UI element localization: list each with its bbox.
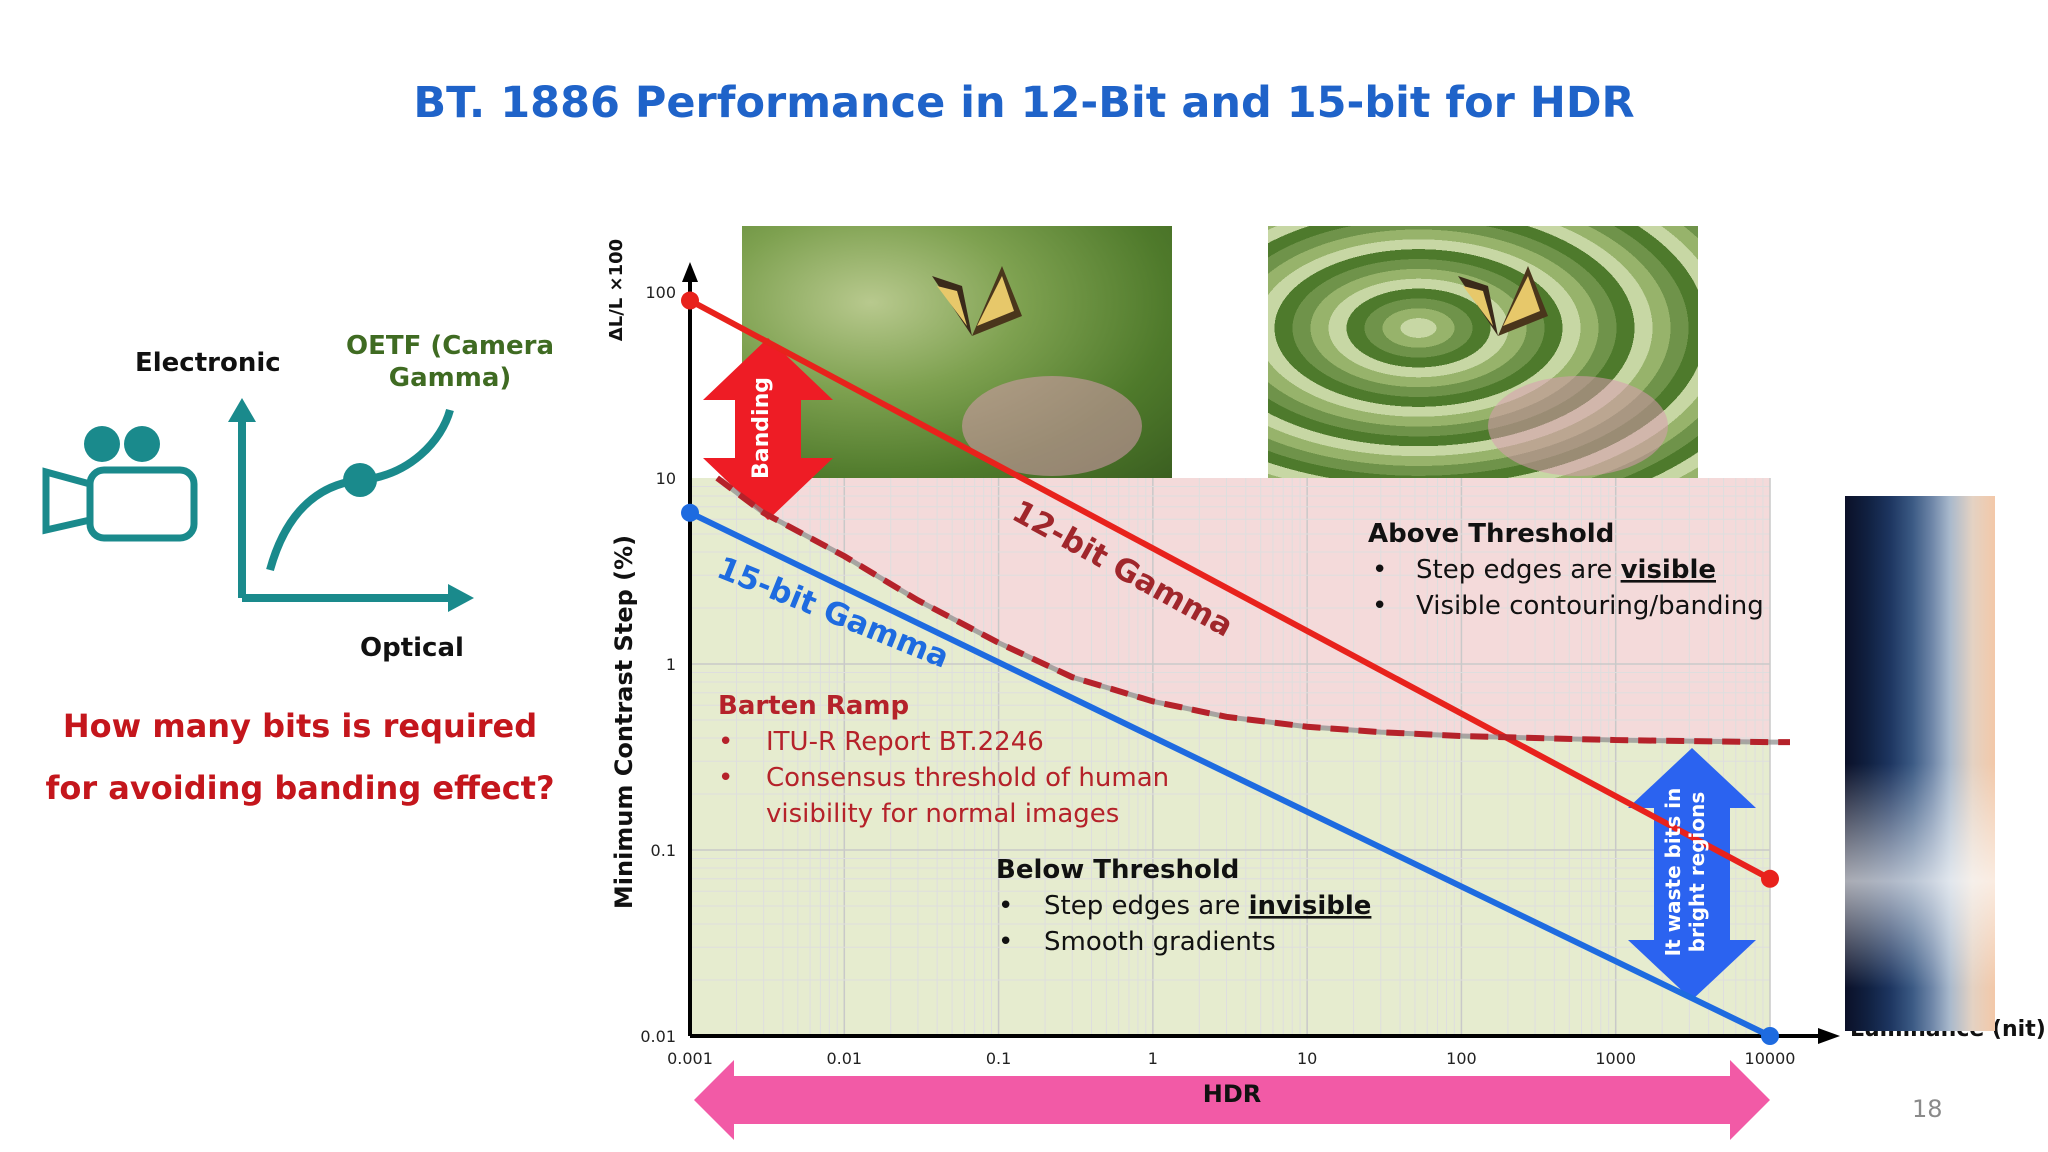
banding-arrow-shape	[703, 338, 833, 520]
y-axis-label: Minimum Contrast Step (%)	[610, 535, 638, 909]
banding-label: Banding	[749, 377, 774, 479]
oetf-diagram	[42, 398, 474, 612]
oetf-label: OETF (Camera Gamma)	[345, 331, 554, 393]
series-12bit-end-point	[1761, 869, 1779, 888]
above-bullet-2: Visible contouring/banding	[1416, 591, 1764, 621]
barten-bullet-2-line2: visibility for normal images	[766, 799, 1119, 829]
series-barten-line	[715, 475, 1790, 746]
butterfly-photo-banded	[1268, 226, 1698, 481]
above-threshold-box: Above Threshold • Step edges are visible…	[1368, 519, 1764, 621]
slide-title: BT. 1886 Performance in 12-Bit and 15-bi…	[413, 78, 1635, 128]
barten-bullet-dot-1: •	[718, 727, 733, 757]
x-tick-label: 10	[1297, 1049, 1317, 1068]
barten-bullet-2-line1: Consensus threshold of human	[766, 763, 1169, 793]
below-bullet-dot-2: •	[998, 927, 1013, 957]
barten-bullet-dot-2: •	[718, 763, 733, 793]
series-15bit-end-point	[1761, 1027, 1779, 1045]
x-tick-label: 0.001	[667, 1049, 713, 1068]
hdr-range-arrow	[694, 1060, 1770, 1140]
series-15bit-start-point	[681, 503, 699, 522]
below-bullet-2: Smooth gradients	[1044, 927, 1276, 957]
x-tick-label: 100	[1446, 1049, 1477, 1068]
y-axis-arrowhead	[682, 262, 698, 282]
series-12bit-start-point	[681, 291, 699, 310]
banding-arrow	[703, 338, 833, 520]
above-bullet-dot-2: •	[1372, 591, 1387, 621]
below-threshold-region	[690, 478, 1770, 1036]
oetf-axes	[228, 398, 474, 612]
optical-axis-label: Optical	[360, 633, 464, 663]
chart-series	[681, 291, 1790, 1045]
y-tick-label: 0.01	[640, 1027, 676, 1046]
x-axis-arrowhead	[1818, 1028, 1840, 1044]
hdr-arrow-shape	[694, 1060, 1770, 1140]
below-threshold-title: Below Threshold	[996, 855, 1239, 885]
x-tick-label: 0.01	[826, 1049, 862, 1068]
electronic-axis-label: Electronic	[135, 348, 281, 378]
above-bullet-dot-1: •	[1372, 555, 1387, 585]
y-tick-label: 1	[666, 655, 676, 674]
waste-bits-arrow	[1628, 748, 1756, 1000]
series-12bit-line	[688, 297, 1772, 882]
y-tick-label: 100	[645, 283, 676, 302]
banding-gradient-strip	[1845, 496, 1995, 1031]
barten-ramp-box: Barten Ramp • ITU-R Report BT.2246 • Con…	[718, 691, 1169, 829]
below-bullet-dot-1: •	[998, 891, 1013, 921]
y-tick-labels: 0.01 0.1 1 10 100	[640, 283, 676, 1046]
above-bullet-1: Step edges are visible	[1416, 555, 1716, 585]
waste-arrow-shape	[1628, 748, 1756, 1000]
below-threshold-box: Below Threshold • Step edges are invisib…	[996, 855, 1371, 957]
video-camera-icon	[42, 426, 198, 542]
butterfly-photo-smooth	[742, 226, 1172, 481]
waste-bits-label-1: It waste bits in	[1661, 788, 1685, 957]
barten-bullet-1: ITU-R Report BT.2246	[766, 727, 1044, 757]
hdr-label: HDR	[1203, 1080, 1262, 1108]
x-tick-label: 1	[1148, 1049, 1158, 1068]
series-15bit-line	[688, 510, 1772, 1039]
question-text: How many bits is required for avoiding b…	[45, 707, 555, 807]
x-tick-label: 10000	[1745, 1049, 1796, 1068]
chart-axes	[682, 262, 1840, 1044]
x-tick-label: 0.1	[986, 1049, 1011, 1068]
y-axis-formula: ΔL/L ×100	[606, 239, 627, 341]
below-bullet-1: Step edges are invisible	[1044, 891, 1371, 921]
y-tick-label: 10	[656, 469, 676, 488]
x-tick-label: 1000	[1595, 1049, 1636, 1068]
above-threshold-title: Above Threshold	[1368, 519, 1614, 549]
waste-bits-label-2: bright regions	[1685, 792, 1709, 953]
barten-title: Barten Ramp	[718, 691, 909, 721]
x-tick-labels: 0.001 0.01 0.1 1 10 100 1000 10000	[667, 1049, 1795, 1068]
y-tick-label: 0.1	[651, 841, 676, 860]
page-number: 18	[1912, 1095, 1943, 1123]
